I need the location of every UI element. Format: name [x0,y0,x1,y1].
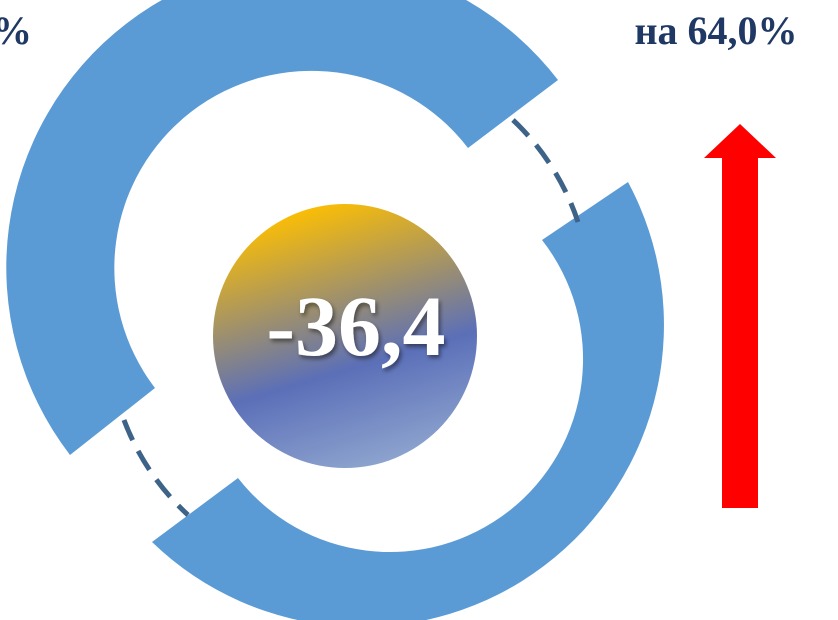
top-right-change-label: на 64,0% [634,8,797,53]
ring-segment-top-left [6,0,558,455]
dashed-arc-bottom-left [121,419,190,517]
ring-segment-bottom-right [152,182,664,620]
center-value-label: -36,4 [266,278,445,374]
center-gradient-circle [213,204,477,468]
left-percent-label: % [0,8,32,53]
dashed-arc-top-right [511,118,581,223]
red-up-arrow-icon [704,124,776,508]
